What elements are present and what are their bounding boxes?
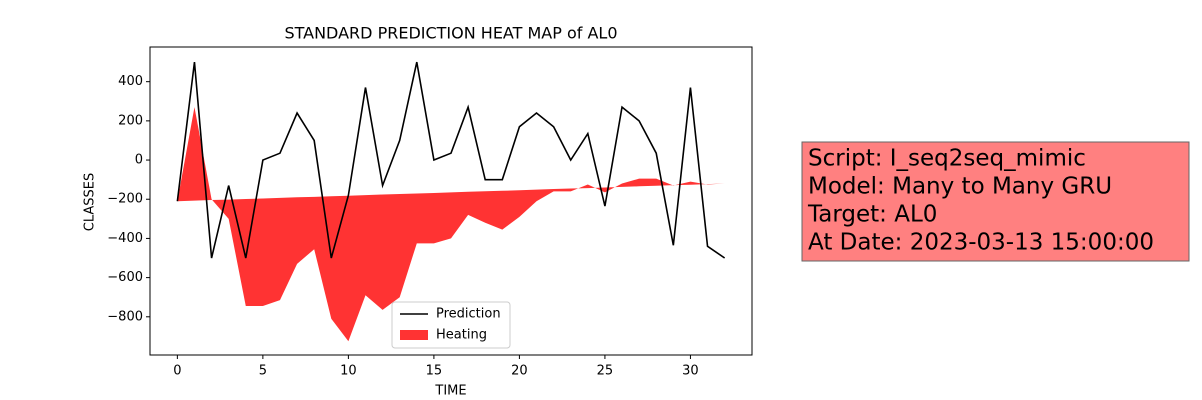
legend-swatch bbox=[400, 330, 428, 340]
x-tick-label: 10 bbox=[340, 364, 357, 379]
y-tick-label: 200 bbox=[118, 113, 143, 128]
prediction-line bbox=[176, 61, 726, 259]
legend-label: Prediction bbox=[436, 307, 501, 322]
annotation-line: Script: I_seq2seq_mimic bbox=[808, 146, 1086, 172]
y-tick-label: −800 bbox=[107, 309, 143, 324]
chart-title: STANDARD PREDICTION HEAT MAP of AL0 bbox=[284, 24, 617, 43]
y-tick-label: 400 bbox=[118, 74, 143, 89]
y-tick-label: −600 bbox=[107, 270, 143, 285]
x-axis-label: TIME bbox=[434, 384, 466, 399]
x-tick-label: 20 bbox=[511, 364, 528, 379]
annotation-line: Model: Many to Many GRU bbox=[808, 174, 1112, 200]
x-tick-label: 0 bbox=[173, 364, 181, 379]
x-tick-label: 15 bbox=[426, 364, 443, 379]
x-tick-label: 25 bbox=[597, 364, 614, 379]
annotation-box bbox=[801, 141, 1190, 262]
y-tick-label: −200 bbox=[107, 192, 143, 207]
legend-label: Heating bbox=[436, 328, 487, 343]
heating-area bbox=[177, 107, 725, 342]
y-tick-label: 0 bbox=[135, 153, 143, 168]
annotation-line: At Date: 2023-03-13 15:00:00 bbox=[808, 230, 1154, 256]
x-tick-label: 30 bbox=[682, 364, 699, 379]
plot-frame bbox=[149, 46, 753, 356]
annotation-line: Target: AL0 bbox=[807, 202, 937, 228]
y-axis-label: CLASSES bbox=[83, 173, 98, 231]
y-tick-label: −400 bbox=[107, 231, 143, 246]
x-tick-label: 5 bbox=[259, 364, 267, 379]
